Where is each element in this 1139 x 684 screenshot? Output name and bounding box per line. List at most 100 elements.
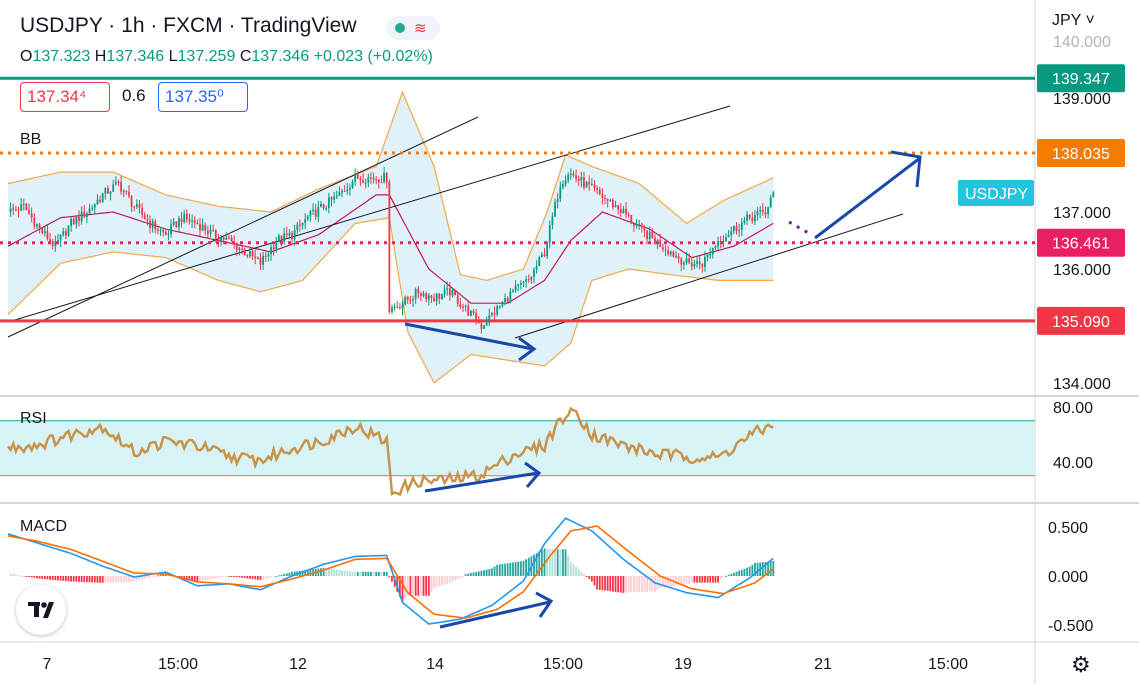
macd-histogram-bar bbox=[451, 576, 454, 582]
macd-histogram-bar bbox=[614, 576, 617, 592]
candle-body bbox=[214, 229, 217, 239]
macd-histogram-bar bbox=[714, 576, 717, 583]
macd-histogram-bar bbox=[514, 562, 517, 576]
candle-body bbox=[462, 306, 464, 308]
candle-body bbox=[483, 325, 485, 329]
macd-histogram-bar bbox=[320, 568, 322, 576]
candle-body bbox=[661, 247, 664, 250]
macd-histogram-bar bbox=[209, 576, 212, 580]
green-dot-icon[interactable] bbox=[395, 23, 405, 33]
rsi-pane-label[interactable]: RSI bbox=[20, 410, 47, 427]
macd-histogram-bar bbox=[112, 576, 115, 583]
macd-histogram-bar bbox=[454, 576, 456, 581]
macd-histogram-bar bbox=[217, 576, 220, 578]
candle-body bbox=[630, 214, 633, 224]
candle-body bbox=[362, 179, 364, 183]
macd-histogram-bar bbox=[696, 576, 698, 583]
candle-body bbox=[575, 175, 577, 179]
macd-histogram-bar bbox=[675, 576, 677, 586]
candle-body bbox=[322, 204, 325, 209]
projection-arrow bbox=[814, 156, 921, 240]
macd-histogram-bar bbox=[349, 571, 351, 576]
candle-body bbox=[304, 219, 307, 223]
candle-body bbox=[25, 203, 28, 211]
price-level-tag bbox=[1037, 306, 1125, 335]
macd-histogram-bar bbox=[732, 572, 735, 576]
candle-body bbox=[288, 233, 291, 236]
macd-histogram-bar bbox=[86, 576, 88, 583]
candle-body bbox=[206, 230, 209, 234]
candle-body bbox=[28, 210, 30, 214]
macd-histogram-bar bbox=[214, 576, 217, 579]
candle-body bbox=[740, 222, 743, 231]
candle-body bbox=[593, 184, 596, 189]
trend-line-support bbox=[514, 213, 904, 339]
macd-histogram-bar bbox=[625, 576, 627, 593]
macd-histogram-bar bbox=[680, 576, 683, 586]
candle-body bbox=[325, 208, 328, 210]
candle-body bbox=[559, 187, 562, 200]
candle-body bbox=[30, 213, 33, 218]
candle-body bbox=[509, 291, 512, 303]
macd-pane-label[interactable]: MACD bbox=[20, 518, 68, 535]
time-axis-tick-label: 15:00 bbox=[928, 656, 968, 673]
macd-histogram-bar bbox=[501, 564, 504, 576]
candle-body bbox=[709, 254, 712, 256]
candle-body bbox=[633, 223, 635, 226]
macd-histogram-bar bbox=[36, 576, 38, 579]
candle-body bbox=[80, 211, 83, 222]
macd-histogram-bar bbox=[743, 568, 746, 576]
macd-histogram-bar bbox=[204, 576, 207, 581]
candle-body bbox=[635, 225, 638, 227]
time-axis-tick-label: 15:00 bbox=[543, 656, 583, 673]
macd-histogram-bar bbox=[569, 561, 572, 576]
candle-body bbox=[314, 209, 317, 217]
divergence-arrow-rsi-head bbox=[524, 461, 542, 488]
candle-body bbox=[230, 237, 233, 242]
candle-body bbox=[225, 237, 228, 240]
tradingview-logo[interactable] bbox=[16, 585, 66, 635]
candle-body bbox=[688, 258, 691, 263]
candle-body bbox=[748, 214, 751, 219]
candle-body bbox=[548, 225, 551, 243]
candle-body bbox=[309, 211, 312, 217]
bb-upper-band bbox=[7, 90, 774, 282]
macd-histogram-bar bbox=[154, 576, 157, 577]
sell-price-button[interactable]: 137.34⁴ bbox=[20, 82, 110, 112]
macd-histogram-bar bbox=[527, 557, 530, 576]
macd-histogram-bar bbox=[180, 576, 183, 578]
candle-body bbox=[99, 199, 101, 202]
candle-body bbox=[527, 279, 530, 281]
macd-histogram-bar bbox=[283, 573, 286, 576]
currency-button[interactable]: JPY ˅ bbox=[1052, 12, 1095, 29]
macd-histogram-bar bbox=[659, 576, 662, 588]
macd-histogram-bar bbox=[114, 576, 117, 583]
candle-body bbox=[596, 188, 599, 190]
macd-histogram-bar bbox=[738, 570, 741, 576]
candle-body bbox=[83, 211, 86, 218]
macd-histogram-bar bbox=[356, 571, 359, 576]
macd-histogram-bar bbox=[722, 576, 725, 577]
indicator-visibility-controls[interactable]: ≋ bbox=[386, 16, 440, 40]
macd-histogram-bar bbox=[327, 568, 330, 576]
macd-histogram-bar bbox=[746, 567, 748, 576]
candle-body bbox=[767, 207, 769, 215]
macd-histogram-bar bbox=[122, 576, 125, 582]
candle-body bbox=[54, 241, 57, 247]
candle-body bbox=[601, 194, 604, 198]
macd-histogram-bar bbox=[756, 562, 759, 576]
candle-body bbox=[20, 203, 23, 211]
bb-pane-label[interactable]: BB bbox=[20, 131, 42, 148]
macd-histogram-bar bbox=[554, 549, 556, 576]
candle-body bbox=[59, 234, 62, 241]
settings-gear-icon[interactable]: ⚙ bbox=[1071, 652, 1091, 677]
close-value: 137.346 bbox=[251, 48, 310, 65]
macd-axis-tick-label: 0.000 bbox=[1048, 569, 1088, 586]
candle-body bbox=[772, 192, 775, 198]
candle-body bbox=[133, 206, 136, 208]
wave-icon[interactable]: ≋ bbox=[414, 19, 427, 37]
macd-histogram-bar bbox=[630, 576, 633, 593]
buy-price-button[interactable]: 137.35⁰ bbox=[158, 82, 248, 112]
candle-body bbox=[448, 288, 451, 296]
